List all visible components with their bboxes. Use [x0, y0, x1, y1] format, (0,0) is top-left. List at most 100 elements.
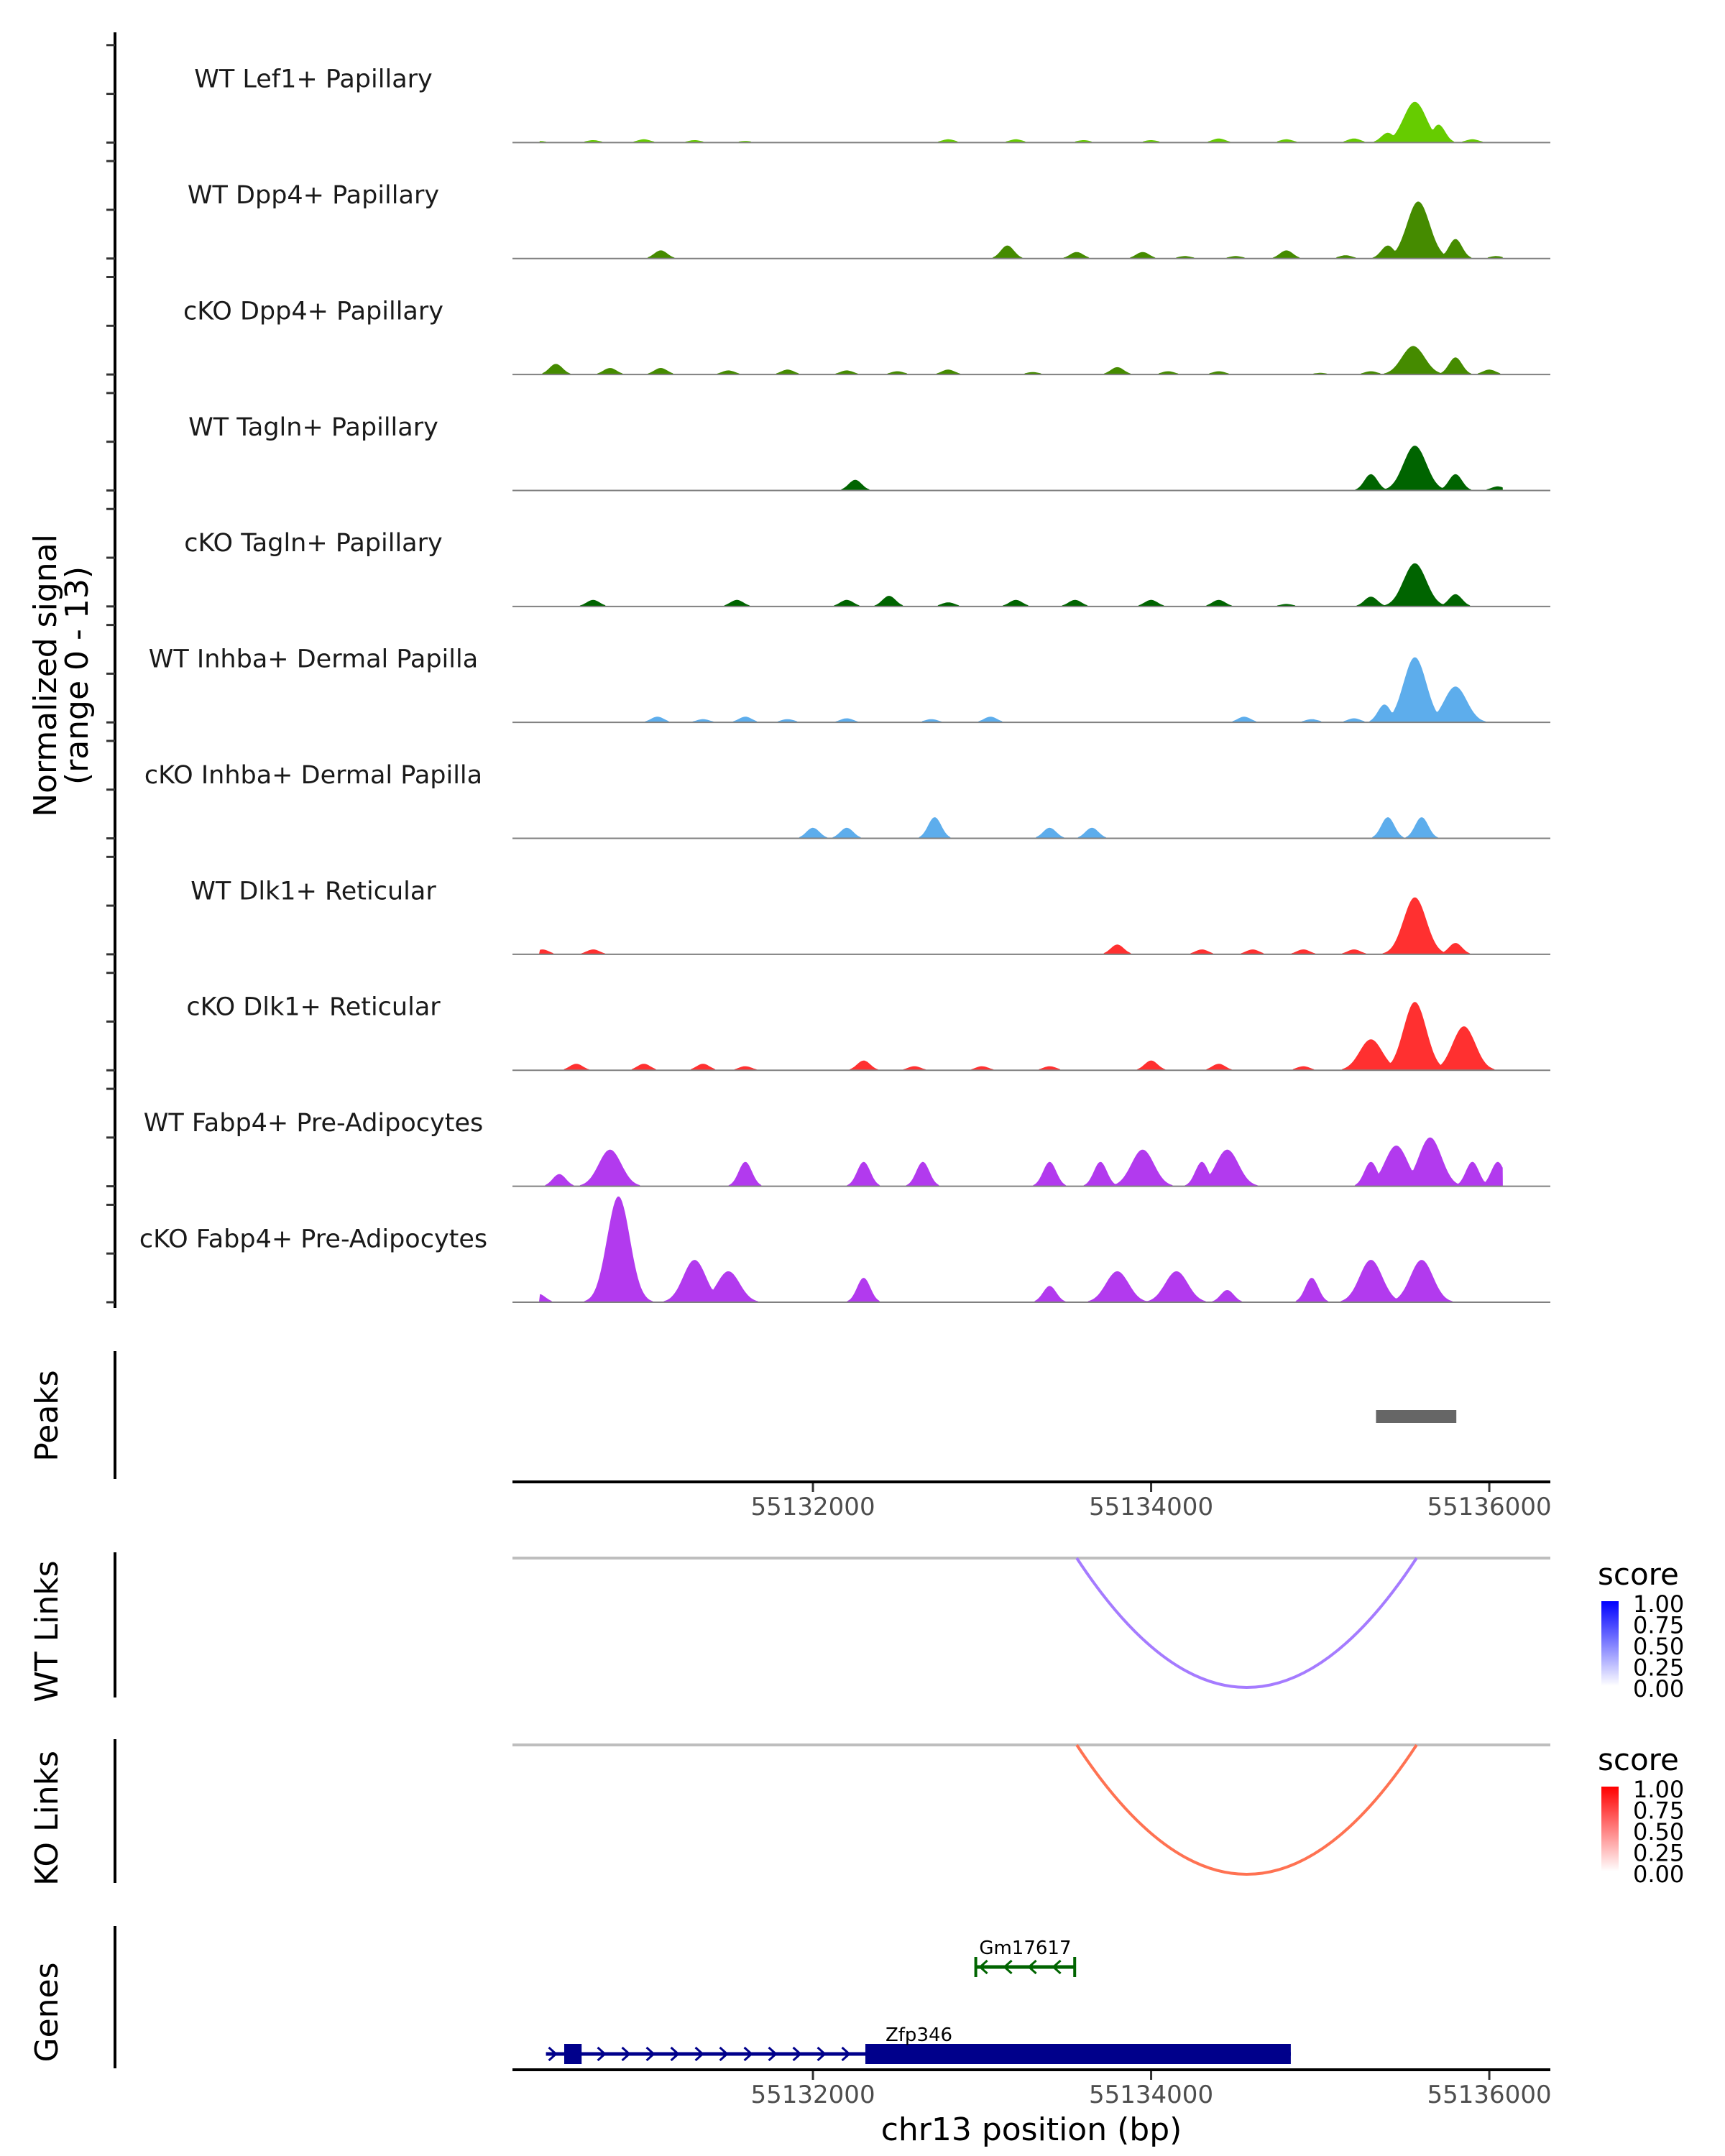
track-label: cKO Fabp4+ Pre-Adipocytes	[139, 1225, 487, 1253]
track-label: cKO Inhba+ Dermal Papilla	[144, 761, 482, 790]
ko-score-legend: score 1.000.750.500.250.00	[1598, 1742, 1684, 1888]
coverage-area	[538, 201, 1503, 259]
track-label: cKO Dpp4+ Papillary	[183, 297, 443, 326]
coverage-track: cKO Dlk1+ Reticular	[186, 993, 1550, 1072]
track-label: WT Dpp4+ Papillary	[188, 181, 439, 210]
wt-links-arcs	[1075, 1557, 1418, 1689]
coverage-y-axis-title: Normalized signal (range 0 - 13)	[27, 534, 96, 817]
coverage-area	[538, 657, 1503, 723]
strand-arrow-left-icon	[1052, 1959, 1062, 1975]
strand-arrow-right-icon	[694, 2046, 704, 2062]
peaks-track-title: Peaks	[29, 1370, 65, 1461]
wt-score-legend: score 1.000.750.500.250.00	[1598, 1557, 1684, 1703]
coverage-area	[538, 563, 1503, 607]
gene-model: Gm17617	[974, 1938, 1077, 1977]
ko-links-panel: KO Links	[29, 1739, 1550, 1886]
gene-label: Zfp346	[886, 2024, 952, 2046]
x-tick-label: 55132000	[751, 1493, 875, 1521]
coverage-track: cKO Tagln+ Papillary	[184, 529, 1550, 607]
strand-arrow-right-icon	[645, 2046, 656, 2062]
gene-exon	[564, 2044, 582, 2064]
strand-arrow-right-icon	[816, 2046, 827, 2062]
coverage-area	[538, 346, 1503, 375]
coverage-area	[538, 1196, 1503, 1302]
track-label: WT Lef1+ Papillary	[194, 65, 433, 94]
strand-arrow-left-icon	[978, 1959, 988, 1975]
link-arc	[1075, 1557, 1418, 1689]
strand-arrow-right-icon	[841, 2046, 851, 2062]
coverage-y-axis	[106, 32, 116, 1308]
coverage-area	[538, 446, 1503, 491]
coverage-track: WT Lef1+ Papillary	[194, 65, 1550, 144]
coverage-track: WT Inhba+ Dermal Papilla	[149, 645, 1550, 724]
track-label: cKO Dlk1+ Reticular	[186, 993, 441, 1022]
gene-model: Zfp346	[546, 2024, 1291, 2064]
legend-tick-label: 0.00	[1633, 1861, 1684, 1888]
gene-models: Gm17617 Zfp346	[546, 1938, 1291, 2064]
strand-arrow-right-icon	[792, 2046, 802, 2062]
coverage-area	[538, 817, 1503, 839]
strand-arrow-right-icon	[768, 2046, 778, 2062]
legend-tick-label: 0.00	[1633, 1675, 1684, 1703]
strand-arrow-right-icon	[548, 2046, 558, 2062]
coverage-track: cKO Dpp4+ Papillary	[183, 297, 1550, 376]
strand-arrow-right-icon	[597, 2046, 607, 2062]
strand-arrow-left-icon	[1027, 1959, 1037, 1975]
legend-title: score	[1598, 1557, 1679, 1592]
coverage-track: WT Dlk1+ Reticular	[190, 877, 1550, 955]
x-tick-label: 55136000	[1427, 2081, 1552, 2109]
coverage-track: WT Dpp4+ Papillary	[188, 181, 1550, 259]
strand-arrow-left-icon	[1003, 1959, 1013, 1975]
x-tick-label: 55134000	[1089, 2081, 1213, 2109]
legend-tick-label: 0.75	[1633, 1612, 1684, 1639]
ko-links-track-title: KO Links	[29, 1751, 65, 1886]
legend-tick-label: 0.75	[1633, 1797, 1684, 1825]
peak-regions	[1376, 1410, 1457, 1423]
legend-colorbar	[1601, 1601, 1619, 1686]
gene-label: Gm17617	[979, 1938, 1071, 1959]
track-label: WT Dlk1+ Reticular	[190, 877, 436, 906]
peak-region	[1376, 1410, 1457, 1423]
ko-links-arcs	[1075, 1743, 1418, 1876]
coverage-area	[538, 101, 1503, 143]
coverage-area	[538, 1002, 1503, 1071]
coverage-track: cKO Fabp4+ Pre-Adipocytes	[139, 1196, 1550, 1303]
wt-links-panel: WT Links	[29, 1552, 1550, 1703]
coverage-tracks: WT Lef1+ Papillary WT Dpp4+ Papillary cKO …	[139, 65, 1550, 1303]
gene-exon	[865, 2044, 1291, 2064]
wt-links-track-title: WT Links	[29, 1560, 65, 1702]
y-axis-title-line2: (range 0 - 13)	[59, 566, 96, 785]
track-label: cKO Tagln+ Papillary	[184, 529, 443, 558]
link-arc	[1075, 1743, 1418, 1876]
x-axis-title: chr13 position (bp)	[881, 2111, 1182, 2148]
legend-tick-label: 1.00	[1633, 1776, 1684, 1803]
strand-arrow-right-icon	[670, 2046, 680, 2062]
legend-colorbar	[1601, 1787, 1619, 1871]
genes-track-title: Genes	[29, 1962, 65, 2062]
x-tick-label: 55134000	[1089, 1493, 1213, 1521]
x-axis-ticks-upper: 55132000 55134000 55136000	[751, 1483, 1552, 1521]
strand-arrow-right-icon	[621, 2046, 631, 2062]
strand-arrow-right-icon	[719, 2046, 729, 2062]
peaks-panel: Peaks 55132000 55134000 55136000	[29, 1351, 1552, 1521]
track-label: WT Inhba+ Dermal Papilla	[149, 645, 478, 674]
x-axis-ticks-lower: 55132000 55134000 55136000	[751, 2071, 1552, 2109]
coverage-track: cKO Inhba+ Dermal Papilla	[144, 761, 1550, 839]
y-axis-title-line1: Normalized signal	[27, 534, 64, 817]
legend-tick-label: 0.25	[1633, 1840, 1684, 1867]
coverage-track: WT Tagln+ Papillary	[188, 413, 1550, 492]
x-tick-label: 55136000	[1427, 1493, 1552, 1521]
legend-tick-label: 0.25	[1633, 1654, 1684, 1682]
strand-arrow-right-icon	[743, 2046, 753, 2062]
x-tick-label: 55132000	[751, 2081, 875, 2109]
legend-tick-label: 1.00	[1633, 1590, 1684, 1618]
coverage-area	[538, 897, 1503, 954]
legend-title: score	[1598, 1742, 1679, 1777]
track-label: WT Tagln+ Papillary	[188, 413, 438, 442]
track-label: WT Fabp4+ Pre-Adipocytes	[144, 1109, 483, 1138]
coverage-track: WT Fabp4+ Pre-Adipocytes	[144, 1109, 1550, 1187]
legend-tick-label: 0.50	[1633, 1633, 1684, 1660]
coverage-area	[538, 1137, 1503, 1187]
